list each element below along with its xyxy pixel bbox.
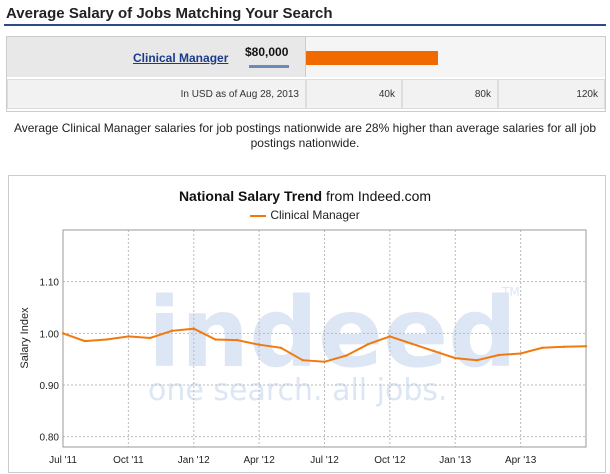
job-title-link[interactable]: Clinical Manager	[133, 51, 229, 65]
salary-row: Clinical Manager $80,000	[7, 37, 605, 77]
data-point	[410, 342, 413, 345]
currency-note-cell: In USD as of Aug 28, 2013	[7, 79, 306, 109]
data-point	[323, 360, 326, 363]
y-tick-label: 1.10	[40, 278, 60, 289]
salary-info-cell: Clinical Manager $80,000	[7, 37, 306, 77]
data-point	[497, 353, 501, 357]
data-point	[432, 349, 435, 353]
data-point	[301, 359, 304, 362]
plot-area-border	[62, 229, 587, 448]
data-point	[61, 332, 65, 335]
data-point	[148, 336, 152, 340]
chart-title: National Salary Trend from Indeed.com	[0, 188, 610, 204]
data-point	[519, 352, 522, 355]
legend-label: Clinical Manager	[270, 208, 360, 222]
chart-title-bold: National Salary Trend	[178, 188, 323, 204]
data-point	[563, 345, 566, 348]
scale-label-80k: 80k	[474, 89, 491, 100]
y-axis-label: Salary Index	[19, 307, 31, 369]
data-point	[105, 338, 108, 341]
salary-bar-track	[306, 37, 605, 77]
section-header: Average Salary of Jobs Matching Your Sea…	[4, 2, 606, 26]
data-point	[584, 345, 588, 348]
scale-cell-40k: 40k	[306, 79, 402, 109]
x-tick-label: Oct '11	[113, 455, 144, 466]
salary-description: Average Clinical Manager salaries for jo…	[13, 121, 597, 150]
data-point	[388, 335, 392, 338]
x-tick-label: Jan '12	[178, 455, 210, 466]
scale-cell-80k: 80k	[402, 79, 498, 109]
salary-bar	[306, 51, 438, 65]
series-clinical-manager	[61, 327, 588, 363]
x-tick-label: Jul '11	[49, 455, 77, 466]
data-point	[214, 338, 217, 341]
data-point	[83, 339, 86, 343]
data-point	[236, 338, 239, 342]
x-tick-label: Jul '12	[310, 455, 339, 466]
y-tick-label: 1.00	[40, 329, 60, 340]
page-title: Average Salary of Jobs Matching Your Sea…	[6, 5, 333, 22]
amount-underline	[249, 65, 289, 68]
legend-line-icon	[250, 214, 267, 217]
chart-title-rest: from Indeed.com	[322, 188, 432, 204]
x-axis-ticks: Jul '11 Oct '11 Jan '12 Apr '12 Jul '12 Oct '…	[49, 455, 537, 466]
y-axis-ticks: 0.80 0.90 1.00 1.10	[40, 278, 60, 444]
chart-container	[8, 175, 606, 473]
data-point	[454, 356, 457, 360]
salary-amount: $80,000	[245, 45, 289, 59]
data-point	[170, 329, 174, 332]
salary-summary: Clinical Manager $80,000 In USD as of Au…	[6, 36, 606, 112]
x-tick-label: Oct '12	[374, 455, 406, 466]
data-point	[257, 343, 261, 346]
x-tick-label: Apr '12	[243, 455, 275, 466]
scale-row: In USD as of Aug 28, 2013 40k 80k 120k	[7, 79, 605, 109]
data-point	[475, 359, 479, 362]
currency-note: In USD as of Aug 28, 2013	[180, 89, 299, 100]
x-tick-label: Jan '13	[439, 455, 471, 466]
data-point	[541, 346, 544, 349]
watermark-tm: TM	[501, 285, 520, 299]
watermark-tagline: one search. all jobs.	[148, 373, 448, 408]
scale-label-40k: 40k	[378, 89, 395, 100]
scale-label-120k: 120k	[576, 89, 598, 100]
y-tick-label: 0.90	[40, 381, 60, 392]
chart-grid	[62, 230, 586, 447]
x-tick-label: Apr '13	[505, 455, 537, 466]
indeed-watermark: indeed TM one search. all jobs.	[148, 277, 520, 408]
data-point	[366, 342, 370, 346]
data-point	[279, 346, 283, 349]
y-tick-label: 0.80	[40, 433, 60, 444]
data-point	[192, 327, 195, 330]
data-point	[345, 354, 348, 357]
scale-cell-120k: 120k	[498, 79, 605, 109]
data-point	[127, 335, 130, 338]
chart-legend: Clinical Manager	[0, 208, 610, 222]
